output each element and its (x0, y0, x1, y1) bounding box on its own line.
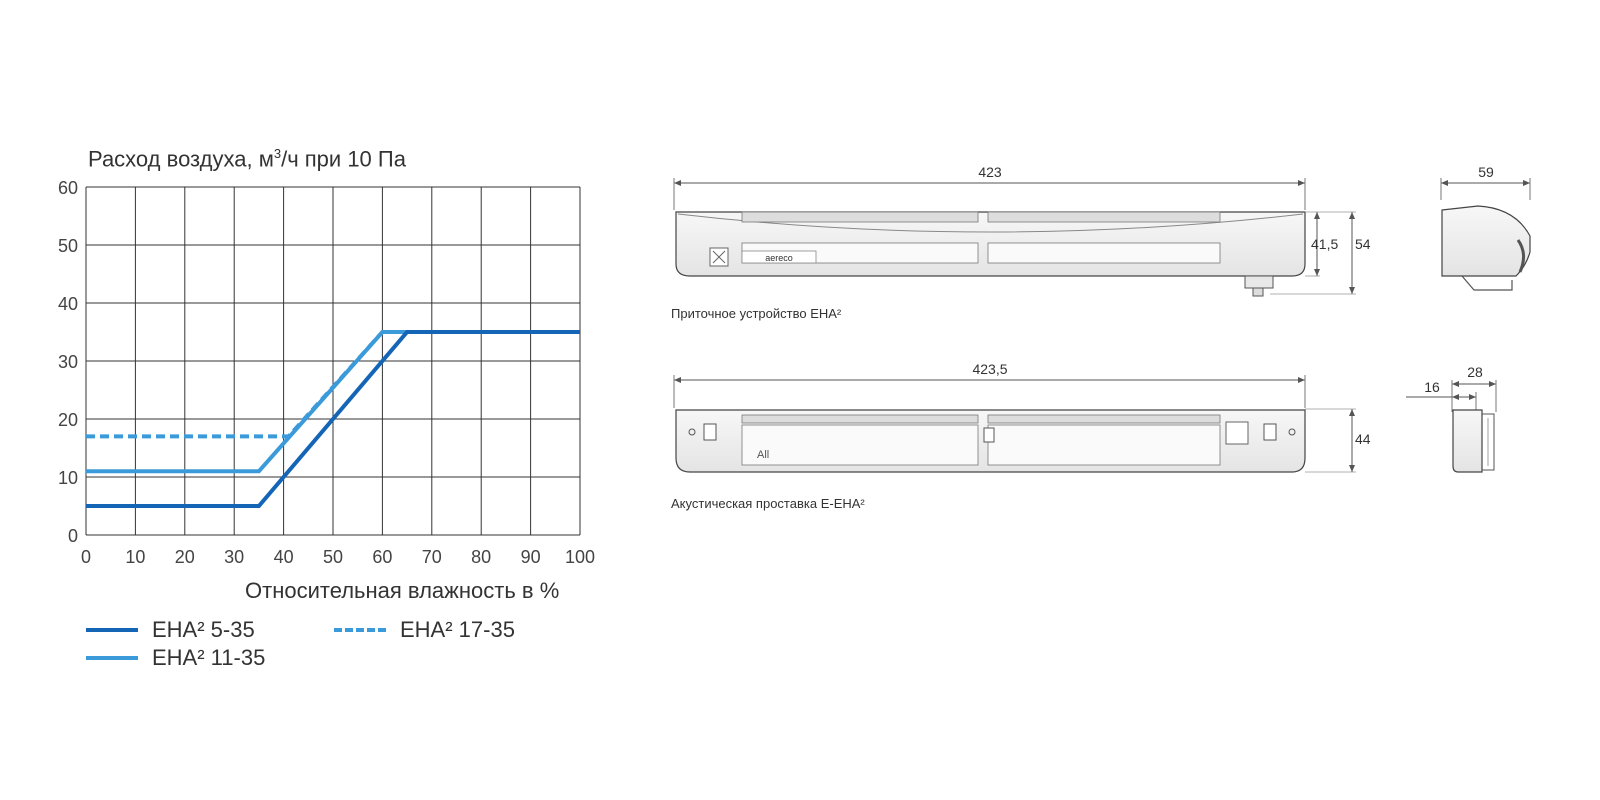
device2-front-view: 423,5 All 44 (673, 361, 1371, 473)
x-tick-label-90: 90 (521, 547, 541, 567)
legend-label-eha-5-35: EHA² 5-35 (152, 617, 255, 642)
y-tick-label-40: 40 (58, 294, 78, 314)
x-tick-label-20: 20 (175, 547, 195, 567)
device2-marking: All (757, 449, 769, 461)
x-tick-label-30: 30 (224, 547, 244, 567)
y-axis-label-part2: /ч при 10 Па (281, 146, 406, 172)
legend-item-eha-11-35: EHA² 11-35 (86, 645, 265, 671)
legend-swatch-eha-17-35 (334, 628, 386, 632)
device2-depth-total-dim: 28 (1467, 364, 1483, 380)
device2-length-dim: 423,5 (972, 361, 1007, 377)
device1-front-view: 423 aereco 41,5 54 (673, 164, 1371, 297)
y-axis-label-superscript: 3 (273, 146, 282, 161)
legend-swatch-eha-5-35 (86, 628, 138, 632)
y-tick-label-10: 10 (58, 468, 78, 488)
device1-height-total-dim: 54 (1355, 236, 1371, 252)
y-tick-label-30: 30 (58, 352, 78, 372)
y-tick-label-20: 20 (58, 410, 78, 430)
device1-height-inner-dim: 41,5 (1311, 236, 1338, 252)
y-axis-label: Расход воздуха, м3/ч при 10 Па (88, 146, 406, 172)
device2-height-dim: 44 (1355, 431, 1371, 447)
device1-side-view: 59 (1440, 164, 1531, 291)
device2-side-view: 16 28 (1406, 364, 1497, 473)
x-axis-label: Относительная влажность в % (245, 578, 560, 603)
legend-item-eha-17-35: EHA² 17-35 (334, 617, 515, 643)
device2-caption: Акустическая проставка E-EHA² (671, 496, 865, 511)
technical-drawings: 423 aereco 41,5 54 59 Прит (671, 164, 1531, 511)
device1-caption: Приточное устройство EHA² (671, 306, 842, 321)
x-tick-label-100: 100 (565, 547, 595, 567)
x-tick-label-0: 0 (81, 547, 91, 567)
y-axis-label-part1: Расход воздуха, м (88, 146, 274, 172)
device2-depth-small-dim: 16 (1424, 379, 1440, 395)
device1-length-dim: 423 (978, 164, 1002, 180)
legend-swatch-eha-11-35 (86, 656, 138, 660)
device1-depth-dim: 59 (1478, 164, 1494, 180)
x-tick-label-50: 50 (323, 547, 343, 567)
device1-brand-label: aereco (765, 253, 793, 263)
legend-label-eha-11-35: EHA² 11-35 (152, 645, 266, 670)
x-tick-label-60: 60 (372, 547, 392, 567)
x-tick-label-80: 80 (471, 547, 491, 567)
humidity-airflow-chart: 0 10 20 30 40 50 60 70 80 90 100 0 10 20 30 40 50 60 (58, 178, 595, 567)
y-tick-label-60: 60 (58, 178, 78, 198)
series-line-eha-5-35 (86, 330, 580, 508)
x-tick-label-70: 70 (422, 547, 442, 567)
x-tick-label-40: 40 (274, 547, 294, 567)
legend-label-eha-17-35: EHA² 17-35 (400, 617, 515, 642)
legend-item-eha-5-35: EHA² 5-35 (86, 617, 255, 643)
y-tick-label-0: 0 (68, 526, 78, 546)
x-tick-label-10: 10 (125, 547, 145, 567)
y-tick-label-50: 50 (58, 236, 78, 256)
